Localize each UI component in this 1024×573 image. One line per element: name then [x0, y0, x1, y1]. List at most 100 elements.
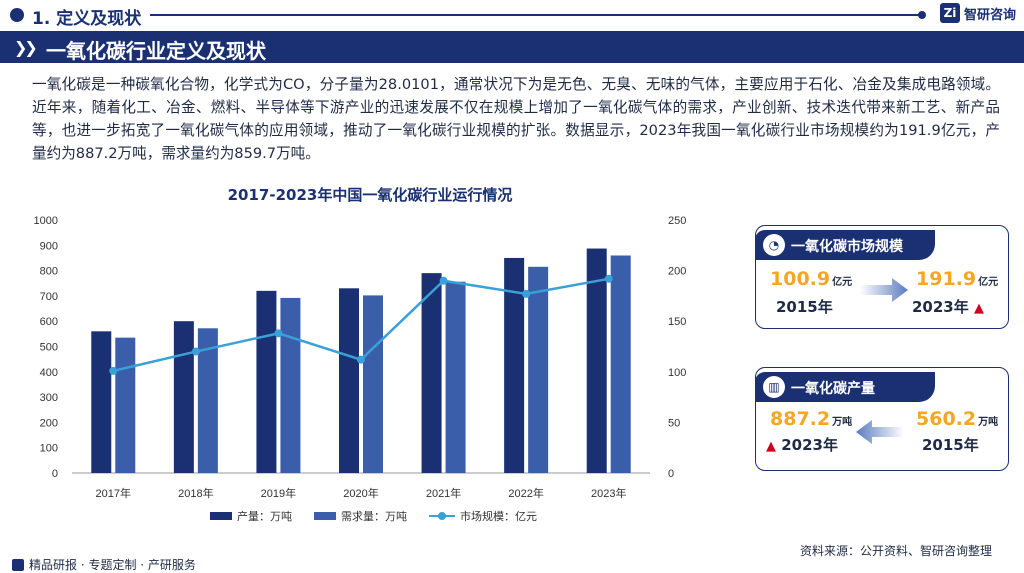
y-tick-label: 1000: [34, 215, 58, 227]
bar-production: [91, 331, 112, 473]
bar-production: [339, 288, 359, 473]
y2-tick-label: 0: [668, 468, 674, 480]
title-banner: ❯❯ 一氧化碳行业定义及现状: [0, 31, 1024, 63]
footer-logo-icon: [12, 558, 24, 571]
brand-logo-icon: Zi: [939, 3, 960, 23]
market-size-point: [274, 329, 283, 338]
production-card: ▥ 一氧化碳产量 887.2 万吨 ▲ 2023年 560.2 万吨 2015年: [755, 367, 1009, 471]
footer-text: 精品研报 · 专题定制 · 产研服务: [29, 558, 196, 572]
legend-label: 市场规模：亿元: [460, 510, 537, 523]
chart-legend: 产量：万吨 需求量：万吨 市场规模：亿元: [210, 508, 537, 524]
y2-tick-label: 200: [668, 266, 686, 278]
market-size-point: [604, 274, 613, 283]
y-tick-label: 400: [40, 367, 58, 379]
x-tick-label: 2023年: [591, 486, 626, 500]
y2-tick-label: 150: [668, 316, 686, 328]
value-unit: 万吨: [978, 417, 999, 428]
bar-production: [256, 290, 277, 473]
card-right-year: 2023年 ▲: [912, 296, 984, 317]
market-size-point: [191, 347, 200, 356]
card-left-year: ▲ 2023年: [766, 434, 838, 455]
value-text: 191.9: [916, 268, 977, 290]
legend-item-production: 产量：万吨: [210, 508, 292, 524]
value-text: 560.2: [916, 408, 977, 430]
card-header: ▥ 一氧化碳产量: [755, 372, 935, 402]
x-tick-label: 2017年: [96, 486, 131, 500]
y-tick-label: 700: [40, 291, 58, 303]
legend-swatch: [314, 512, 336, 520]
card-right-value: 191.9 亿元: [916, 268, 998, 290]
chart-title: 2017-2023年中国一氧化碳行业运行情况: [227, 186, 513, 204]
year-text: 2023年: [912, 298, 969, 316]
section-rule: [150, 11, 926, 19]
legend-item-demand: 需求量：万吨: [314, 508, 407, 524]
x-tick-label: 2020年: [343, 486, 378, 500]
card-header: ◔ 一氧化碳市场规模: [755, 230, 935, 260]
y-tick-label: 0: [52, 468, 58, 480]
brand-name: 智研咨询: [963, 7, 1016, 23]
intro-paragraph: 一氧化碳是一种碳氧化合物，化学式为CO，分子量为28.0101，通常状况下为是无…: [32, 76, 1000, 162]
market-size-point: [522, 289, 531, 298]
bar-production: [421, 273, 442, 473]
card-right-year: 2015年: [922, 436, 979, 454]
bar-demand: [280, 297, 301, 473]
card-left-value: 887.2 万吨: [770, 408, 852, 430]
card-left-year: 2015年: [776, 298, 833, 316]
value-unit: 亿元: [832, 277, 853, 288]
x-tick-label: 2018年: [178, 486, 213, 500]
card-left-value: 100.9 亿元: [770, 268, 852, 290]
bar-demand: [363, 295, 383, 473]
source-note: 资料来源：公开资料、智研咨询整理: [799, 544, 992, 558]
legend-line: [429, 512, 455, 520]
y-tick-label: 500: [40, 342, 58, 354]
legend-label: 需求量：万吨: [341, 510, 407, 523]
y2-tick-label: 50: [668, 417, 680, 429]
arrow-up-icon: ▲: [973, 301, 984, 316]
bar-production: [586, 248, 607, 473]
y2-tick-label: 250: [668, 215, 686, 227]
y-tick-label: 800: [40, 266, 58, 278]
x-tick-label: 2022年: [508, 486, 543, 500]
arrow-left-icon: [856, 420, 904, 444]
y-tick-label: 300: [40, 392, 58, 404]
value-unit: 亿元: [978, 277, 999, 288]
value-text: 887.2: [770, 408, 831, 430]
x-tick-label: 2019年: [261, 486, 296, 500]
card-title: 一氧化碳产量: [791, 381, 875, 397]
double-chevron-icon: ❯❯: [14, 38, 38, 57]
y-tick-label: 100: [40, 443, 58, 455]
legend-label: 产量：万吨: [237, 510, 292, 523]
market-size-point: [439, 276, 448, 285]
top-bar: 1. 定义及现状 Zi 智研咨询: [0, 0, 1024, 30]
bar-production: [173, 321, 194, 473]
bar-demand: [610, 255, 631, 473]
value-text: 100.9: [770, 268, 831, 290]
bar-demand: [115, 337, 136, 473]
bar-demand: [445, 281, 466, 473]
y-tick-label: 600: [40, 316, 58, 328]
combo-chart: 0 100 200 300 400 500 600 700 800 900 1000 0 50 100 15…: [34, 215, 687, 500]
bar-production: [504, 257, 525, 473]
market-size-card: ◔ 一氧化碳市场规模 100.9 亿元 2015年 191.9 亿元 2023年 ▲: [755, 225, 1009, 329]
y-tick-label: 900: [40, 240, 58, 252]
bar-chart-icon: ▥: [763, 376, 785, 398]
x-tick-label: 2021年: [426, 486, 461, 500]
bar-demand: [197, 328, 218, 473]
y2-tick-label: 100: [668, 367, 686, 379]
arrow-right-icon: [860, 278, 908, 302]
card-title: 一氧化碳市场规模: [791, 239, 903, 255]
brand: Zi 智研咨询: [939, 3, 1016, 23]
market-size-point: [109, 366, 118, 375]
market-size-point: [357, 355, 365, 364]
bar-demand: [528, 266, 549, 473]
arrow-up-icon: ▲: [766, 439, 776, 454]
pie-chart-icon: ◔: [763, 234, 785, 256]
footer-tagline: 精品研报 · 专题定制 · 产研服务: [12, 556, 196, 573]
section-title: 1. 定义及现状: [32, 9, 142, 29]
card-right-value: 560.2 万吨: [916, 408, 998, 430]
legend-swatch: [210, 512, 232, 520]
legend-item-market: 市场规模：亿元: [429, 508, 537, 524]
y-tick-label: 200: [40, 417, 58, 429]
value-unit: 万吨: [832, 417, 853, 428]
section-dot: [10, 8, 24, 22]
